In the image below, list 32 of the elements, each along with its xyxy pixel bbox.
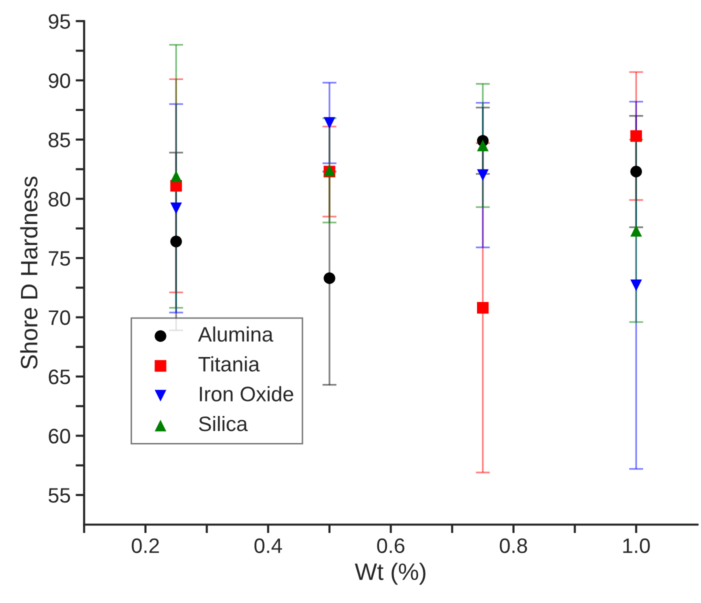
- point: [170, 236, 182, 248]
- legend-label: Titania: [198, 356, 260, 372]
- legend-label: Silica: [198, 416, 248, 432]
- point: [324, 117, 336, 129]
- y-tick-label: 80: [48, 192, 70, 207]
- legend-label: Iron Oxide: [200, 386, 294, 402]
- point: [477, 140, 489, 152]
- x-tick-label: 0.2: [132, 538, 159, 554]
- y-tick-label: 70: [48, 310, 70, 326]
- y-tick-label: 95: [48, 14, 70, 29]
- point: [630, 224, 642, 237]
- y-tick-label: 65: [48, 370, 70, 384]
- point: [630, 166, 642, 178]
- y-axis-title: Shore D Hardness: [20, 176, 38, 369]
- x-tick-label: 0.6: [377, 538, 404, 554]
- legend-label: Alumina: [198, 326, 274, 342]
- point: [324, 272, 336, 284]
- point: [170, 170, 182, 182]
- x-axis-title: Wt (%): [354, 562, 426, 585]
- y-tick-label: 60: [48, 428, 70, 444]
- point: [170, 202, 182, 214]
- x-tick-label: 1.0: [623, 538, 650, 554]
- y-tick-label: 85: [48, 132, 70, 148]
- x-tick-label: 0.4: [254, 538, 282, 554]
- point: [477, 169, 489, 181]
- point: [630, 279, 642, 292]
- y-tick-label: 75: [48, 251, 70, 266]
- y-tick-label: 90: [48, 73, 70, 88]
- point: [477, 302, 489, 314]
- y-tick-label: 55: [48, 488, 70, 503]
- point: [630, 130, 642, 142]
- x-tick-label: 0.8: [500, 538, 528, 554]
